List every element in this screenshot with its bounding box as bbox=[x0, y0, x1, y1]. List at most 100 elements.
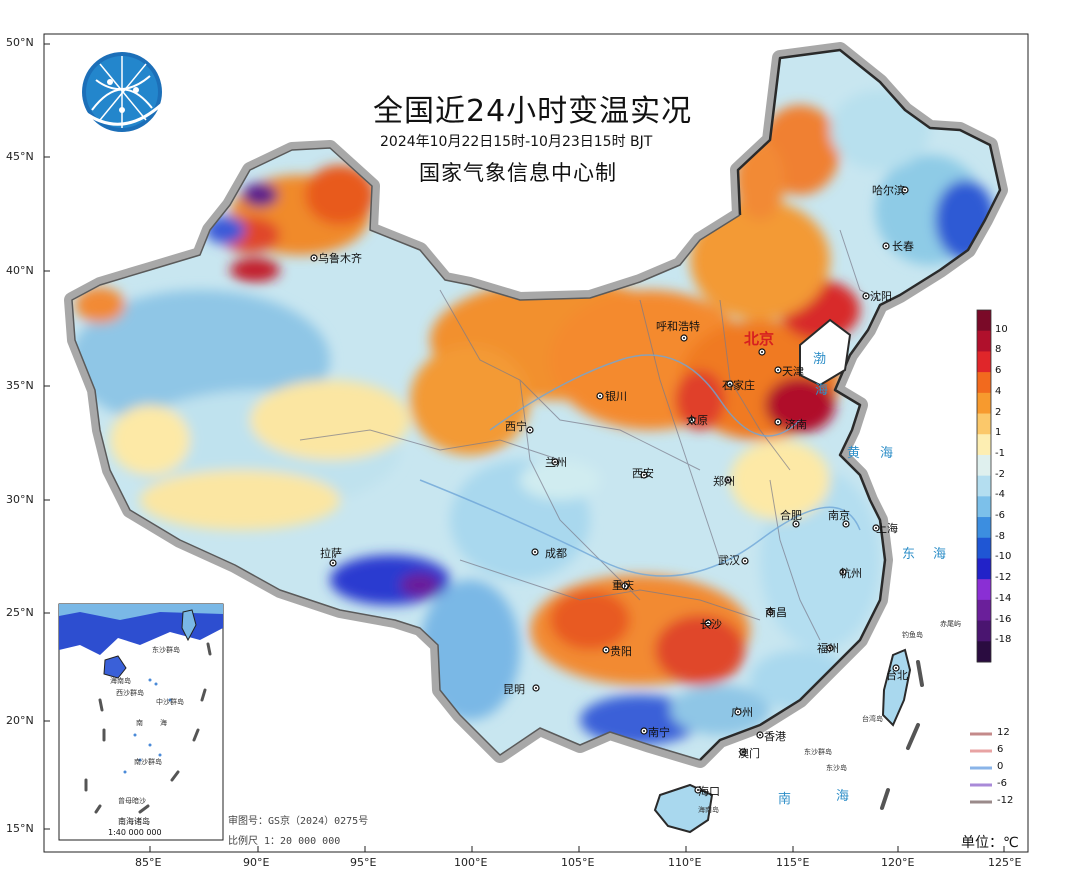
city-hefei: 合肥 bbox=[780, 509, 802, 522]
city-kunming: 昆明 bbox=[503, 683, 525, 696]
agency-credit: 国家气象信息中心制 bbox=[419, 161, 617, 185]
legend-label: 12 bbox=[997, 727, 1010, 738]
colorbar-tick-label: -18 bbox=[995, 634, 1012, 646]
inset-title: 南海诸岛 bbox=[118, 817, 150, 826]
inset-label-hai: 海 bbox=[160, 719, 167, 727]
city-dot-center bbox=[777, 369, 779, 371]
city-dot-center bbox=[842, 571, 844, 573]
colorbar-tick-label: -10 bbox=[995, 551, 1012, 563]
city-dot-center bbox=[875, 527, 877, 529]
colorbar-segment bbox=[977, 579, 991, 601]
inset-scale: 1:40 000 000 bbox=[108, 828, 162, 837]
coastline bbox=[699, 48, 1002, 761]
colorbar-segment bbox=[977, 537, 991, 559]
city-dot-center bbox=[332, 562, 334, 564]
lon-label-95: 95°E bbox=[350, 856, 377, 869]
sea-donghai-1: 东 bbox=[902, 547, 918, 562]
city-shijiazhuang: 石家庄 bbox=[722, 379, 755, 392]
legend-label: 0 bbox=[997, 761, 1004, 772]
colorbar-tick-label: -1 bbox=[995, 447, 1005, 459]
city-yinchuan: 银川 bbox=[605, 390, 627, 403]
taiwan-island bbox=[881, 648, 912, 727]
inset-label-nansha: 南沙群岛 bbox=[134, 758, 162, 766]
legend-label: -12 bbox=[997, 795, 1014, 806]
sea-huanghai-2: 海 bbox=[880, 446, 896, 461]
colorbar-segment bbox=[977, 641, 991, 663]
city-dot-center bbox=[895, 667, 897, 669]
inset-label-zhongsha: 中沙群岛 bbox=[156, 698, 184, 706]
city-huhehaote: 呼和浩特 bbox=[656, 320, 700, 333]
colorbar-segment bbox=[977, 330, 991, 352]
logo-icon bbox=[82, 52, 164, 132]
city-dot-center bbox=[829, 647, 831, 649]
lon-label-85: 85°E bbox=[135, 856, 162, 869]
inset-label-hainan: 海南岛 bbox=[110, 677, 131, 685]
city-dot-center bbox=[761, 351, 763, 353]
island-dongshadao: 东沙岛 bbox=[826, 764, 847, 772]
city-nanjing: 南京 bbox=[828, 509, 850, 522]
legend-label: -6 bbox=[997, 778, 1007, 789]
lon-label-115: 115°E bbox=[776, 856, 810, 869]
city-dot-center bbox=[534, 551, 536, 553]
city-wuhan: 武汉 bbox=[718, 554, 740, 567]
sea-nanhai-1: 南 bbox=[778, 792, 794, 807]
temperature-field bbox=[72, 90, 995, 745]
city-aomen: 澳门 bbox=[738, 747, 760, 760]
city-shanghai: 上海 bbox=[876, 522, 898, 535]
city-dot-center bbox=[729, 383, 731, 385]
city-tianjin: 天津 bbox=[782, 365, 804, 378]
colorbar-segment bbox=[977, 372, 991, 394]
colorbar-tick-label: 10 bbox=[995, 323, 1008, 335]
city-dot-center bbox=[865, 295, 867, 297]
city-taiyuan: 太原 bbox=[686, 414, 708, 427]
city-dot-center bbox=[605, 649, 607, 651]
island-dongshaqundao: 东沙群岛 bbox=[804, 748, 832, 756]
city-dot-center bbox=[535, 687, 537, 689]
city-hangzhou: 杭州 bbox=[840, 567, 862, 580]
city-dot-center bbox=[313, 257, 315, 259]
axis-ticks bbox=[44, 43, 1005, 852]
lat-label-40: 40°N bbox=[6, 264, 34, 277]
map-subtitle: 2024年10月22日15时-10月23日15时 BJT bbox=[380, 134, 653, 150]
city-changsha: 长沙 bbox=[700, 618, 722, 631]
map-title: 全国近24小时变温实况 bbox=[373, 94, 693, 129]
inset-label-xisha: 西沙群岛 bbox=[116, 689, 144, 697]
city-dot-center bbox=[554, 461, 556, 463]
island-diaoyudao: 钓鱼岛 bbox=[902, 631, 923, 639]
city-haikou: 海口 bbox=[698, 785, 720, 798]
inset-label-zengmu: 曾母暗沙 bbox=[118, 797, 146, 805]
hainan-island bbox=[653, 783, 714, 834]
lat-label-15: 15°N bbox=[6, 822, 34, 835]
city-nanning: 南宁 bbox=[648, 726, 670, 739]
colorbar-segment bbox=[977, 351, 991, 373]
colorbar-tick-label: 2 bbox=[995, 406, 1002, 418]
colorbar-segment bbox=[977, 475, 991, 497]
city-dot-center bbox=[904, 189, 906, 191]
contour-legend bbox=[970, 732, 992, 804]
map-scale: 比例尺 1：20 000 000 bbox=[228, 836, 341, 847]
city-dot-center bbox=[643, 730, 645, 732]
city-nanchang: 南昌 bbox=[765, 606, 787, 619]
colorbar-segment bbox=[977, 517, 991, 539]
city-dot-center bbox=[727, 479, 729, 481]
city-dot-center bbox=[777, 421, 779, 423]
sea-nanhai-2: 海 bbox=[836, 789, 852, 804]
city-dot-center bbox=[845, 523, 847, 525]
sea-bohai-2: 海 bbox=[815, 383, 831, 398]
lon-label-110: 110°E bbox=[668, 856, 702, 869]
lon-label-90: 90°E bbox=[243, 856, 270, 869]
city-chongqing: 重庆 bbox=[612, 579, 634, 592]
city-dot-center bbox=[599, 395, 601, 397]
sea-donghai-2: 海 bbox=[933, 547, 949, 562]
colorbar-tick-label: -4 bbox=[995, 489, 1005, 501]
city-lanzhou: 兰州 bbox=[545, 456, 567, 469]
colorbar-segment bbox=[977, 454, 991, 477]
island-taiwandao: 台湾岛 bbox=[862, 715, 883, 723]
lon-label-100: 100°E bbox=[454, 856, 488, 869]
nine-dash-line bbox=[880, 660, 924, 810]
city-dot-center bbox=[737, 711, 739, 713]
city-fuzhou: 福州 bbox=[817, 642, 839, 655]
legend-label: 6 bbox=[997, 744, 1004, 755]
city-wulumuqi: 乌鲁木齐 bbox=[318, 252, 362, 265]
